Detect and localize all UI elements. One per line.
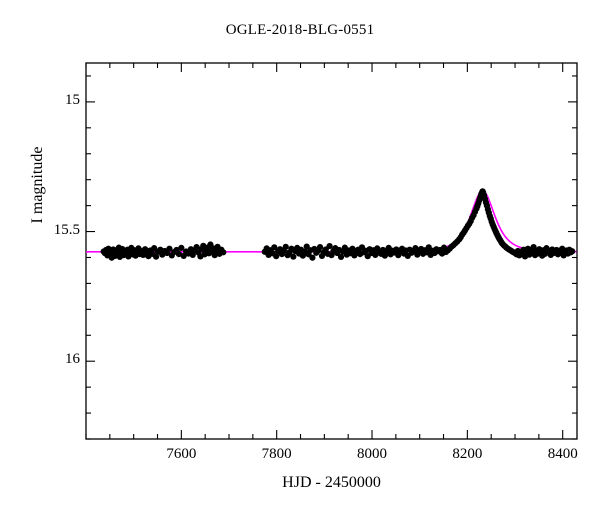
x-tick-label: 7600 xyxy=(166,446,197,462)
axis-ticks xyxy=(85,63,577,440)
x-tick-label: 8200 xyxy=(452,446,483,462)
x-tick-label: 8400 xyxy=(547,446,578,462)
x-tick-label: 7800 xyxy=(261,446,292,462)
y-tick-label: 15 xyxy=(65,91,80,108)
plot-title: OGLE-2018-BLG-0551 xyxy=(225,22,375,38)
y-tick-label: 16 xyxy=(65,351,80,368)
x-tick-label: 8000 xyxy=(357,446,388,462)
y-tick-label: 15.5 xyxy=(53,221,80,238)
data-points xyxy=(100,188,576,261)
x-axis-label: HJD - 2450000 xyxy=(282,474,381,491)
y-axis-label: I magnitude xyxy=(29,146,46,224)
